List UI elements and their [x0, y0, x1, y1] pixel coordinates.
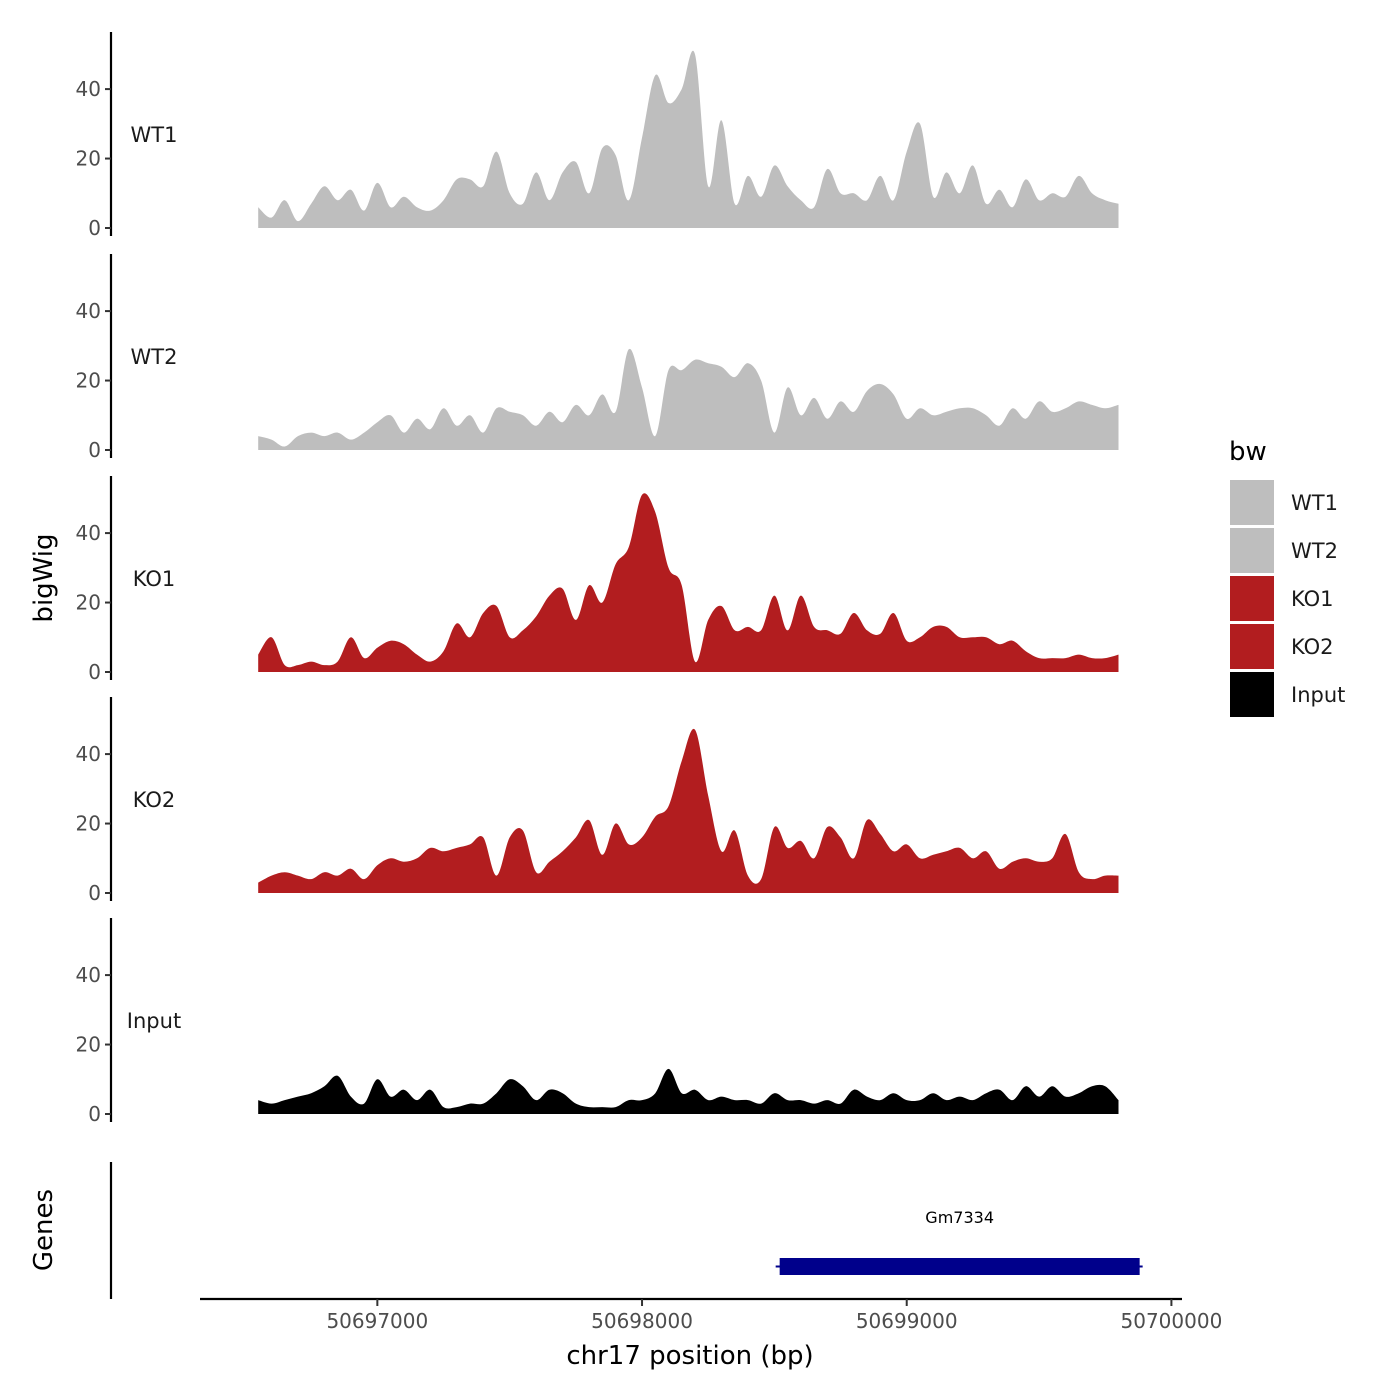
legend-label-wt2: WT2	[1291, 539, 1338, 563]
legend-key-wt1	[1230, 480, 1274, 525]
y-tick-label-ko2-0: 0	[88, 881, 101, 905]
y-axis-title: bigWig	[29, 533, 59, 622]
x-axis-title: chr17 position (bp)	[566, 1341, 813, 1371]
y-tick-label-ko2-40: 40	[76, 742, 101, 766]
track-label-wt1: WT1	[131, 123, 178, 147]
area-input	[258, 1068, 1119, 1114]
gene-models: Gm7334	[775, 1208, 1143, 1275]
x-tick-label-50699000: 50699000	[856, 1309, 958, 1333]
gene-panel: Gm7334	[109, 1162, 1182, 1301]
legend-label-ko1: KO1	[1291, 587, 1334, 611]
x-tick-label-50698000: 50698000	[591, 1309, 693, 1333]
area-ko1	[258, 493, 1119, 672]
area-ko2	[258, 728, 1119, 893]
legend-title: bw	[1229, 437, 1267, 467]
x-axis: 50697000 50698000 50699000 50700000	[326, 1299, 1222, 1333]
x-tick-label-50697000: 50697000	[326, 1309, 428, 1333]
y-tick-label-ko1-40: 40	[76, 521, 101, 545]
track-label-input: Input	[127, 1009, 181, 1033]
legend-key-ko1	[1230, 576, 1274, 621]
legend-label-input: Input	[1291, 683, 1345, 707]
area-wt2	[258, 348, 1119, 450]
y-tick-label-wt2-40: 40	[76, 299, 101, 323]
y-tick-label-wt1-20: 20	[76, 147, 101, 171]
track-input: 0 20 40 Input	[76, 918, 1119, 1126]
track-label-ko2: KO2	[133, 788, 176, 812]
legend-label-ko2: KO2	[1291, 635, 1334, 659]
track-wt1: 0 20 40 WT1	[76, 32, 1119, 240]
y-tick-label-ko2-20: 20	[76, 812, 101, 836]
legend-label-wt1: WT1	[1291, 491, 1338, 515]
track-ko2: 0 20 40 KO2	[76, 697, 1119, 905]
y-tick-label-ko1-0: 0	[88, 660, 101, 684]
y-tick-label-input-40: 40	[76, 963, 101, 987]
y-tick-label-wt2-0: 0	[88, 438, 101, 462]
y-tick-label-input-20: 20	[76, 1033, 101, 1057]
coverage-tracks: 0 20 40 WT1 0 20 40 WT2 0 20 40 KO1 0 20 40 KO2 0 20 40 Inp…	[76, 32, 1119, 1126]
gene-label-gm7334: Gm7334	[925, 1208, 994, 1227]
legend-key-ko2	[1230, 624, 1274, 669]
area-wt1	[258, 50, 1119, 228]
track-ko1: 0 20 40 KO1	[76, 476, 1119, 684]
y-tick-label-wt2-20: 20	[76, 369, 101, 393]
x-tick-label-50700000: 50700000	[1121, 1309, 1223, 1333]
y-tick-label-wt1-40: 40	[76, 77, 101, 101]
y-tick-label-input-0: 0	[88, 1102, 101, 1126]
legend-key-wt2	[1230, 528, 1274, 573]
legend: bw WT1 WT2 KO1 KO2 Input	[1229, 437, 1345, 717]
track-wt2: 0 20 40 WT2	[76, 254, 1119, 462]
legend-key-input	[1230, 672, 1274, 717]
y-tick-label-ko1-20: 20	[76, 591, 101, 615]
track-label-wt2: WT2	[131, 345, 178, 369]
y-tick-label-wt1-0: 0	[88, 216, 101, 240]
gene-panel-title: Genes	[29, 1189, 59, 1271]
track-label-ko1: KO1	[133, 567, 176, 591]
